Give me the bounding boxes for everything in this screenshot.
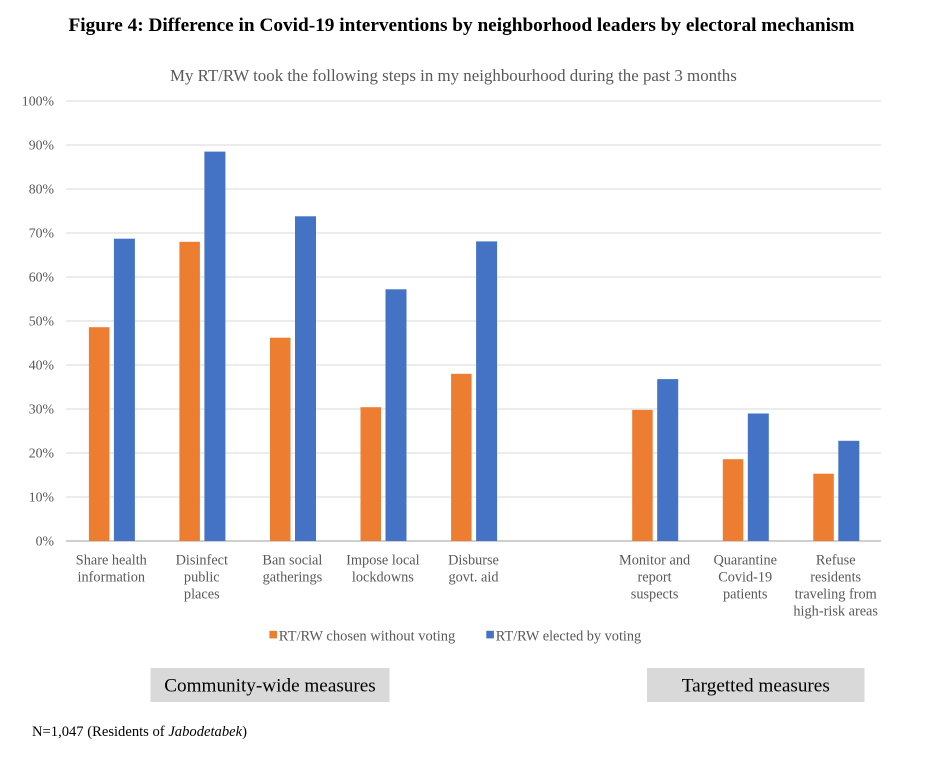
svg-text:suspects: suspects [631, 586, 679, 602]
svg-text:Disburse: Disburse [448, 552, 499, 568]
svg-text:60%: 60% [29, 269, 55, 284]
svg-text:govt. aid: govt. aid [448, 569, 498, 585]
svg-text:50%: 50% [29, 313, 55, 328]
svg-text:70%: 70% [29, 225, 55, 240]
svg-text:Disinfect: Disinfect [176, 552, 228, 568]
svg-text:10%: 10% [29, 489, 55, 504]
svg-text:Ban social: Ban social [262, 552, 322, 568]
svg-text:100%: 100% [22, 93, 55, 108]
svg-text:residents: residents [810, 569, 861, 585]
svg-text:information: information [78, 569, 146, 585]
svg-text:90%: 90% [29, 137, 55, 152]
svg-text:Refuse: Refuse [816, 552, 856, 568]
svg-text:Share health: Share health [76, 552, 147, 568]
svg-text:Covid-19: Covid-19 [718, 569, 772, 585]
svg-text:patients: patients [723, 586, 768, 602]
svg-text:40%: 40% [29, 357, 55, 372]
svg-text:public: public [184, 569, 220, 585]
svg-text:N=1,047 (Residents of Jabodeta: N=1,047 (Residents of Jabodetabek) [32, 724, 247, 740]
svg-text:Quarantine: Quarantine [713, 552, 777, 568]
svg-text:places: places [184, 586, 220, 602]
svg-text:My RT/RW took the following st: My RT/RW took the following steps in my … [170, 66, 737, 85]
svg-text:gatherings: gatherings [263, 569, 323, 585]
svg-text:Community-wide measures: Community-wide measures [164, 675, 376, 696]
svg-text:80%: 80% [29, 181, 55, 196]
svg-text:lockdowns: lockdowns [352, 569, 414, 585]
svg-text:report: report [638, 569, 672, 585]
svg-text:30%: 30% [29, 401, 55, 416]
svg-text:traveling from: traveling from [795, 586, 877, 602]
svg-text:high-risk areas: high-risk areas [793, 603, 878, 619]
svg-text:Monitor and: Monitor and [619, 552, 690, 568]
svg-text:0%: 0% [36, 533, 55, 548]
svg-text:Targetted measures: Targetted measures [682, 675, 830, 696]
svg-text:Impose local: Impose local [346, 552, 419, 568]
svg-text:RT/RW elected by voting: RT/RW elected by voting [496, 628, 641, 644]
svg-text:Figure 4: Difference in Covid-: Figure 4: Difference in Covid-19 interve… [68, 15, 854, 36]
svg-text:20%: 20% [29, 445, 55, 460]
svg-text:RT/RW chosen without voting: RT/RW chosen without voting [279, 628, 456, 644]
